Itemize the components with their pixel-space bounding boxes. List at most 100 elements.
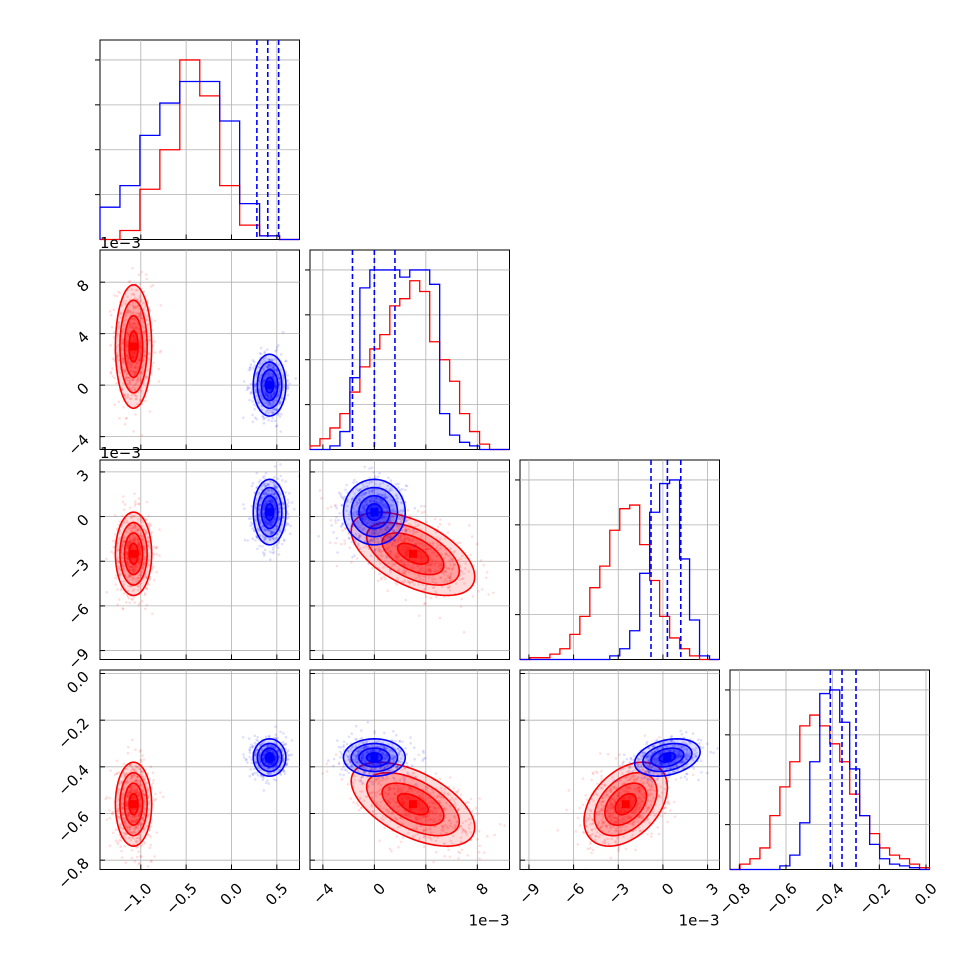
sample-point (131, 325, 135, 329)
sample-point (132, 538, 136, 542)
sample-point (265, 521, 269, 525)
sample-point (272, 365, 275, 368)
sample-point (148, 547, 152, 550)
sample-point (134, 502, 137, 506)
sample-point (131, 304, 135, 307)
panel-border (99, 249, 300, 450)
sample-point (380, 578, 383, 581)
sample-point (460, 597, 464, 601)
sample-point (249, 517, 252, 520)
sample-point (263, 475, 266, 478)
sample-point (137, 327, 141, 331)
sample-point (138, 576, 141, 580)
sample-point (340, 503, 344, 507)
sample-point (134, 568, 137, 571)
sample-point (273, 544, 276, 548)
sample-point (274, 517, 277, 520)
sample-point (134, 370, 137, 374)
sample-point (268, 393, 272, 397)
sample-point (264, 393, 267, 397)
sample-point (276, 373, 280, 376)
sample-point (275, 424, 279, 428)
sample-point (269, 395, 273, 398)
sample-point (276, 543, 279, 547)
sample-point (264, 359, 267, 363)
sample-point (141, 567, 145, 570)
sample-point (129, 326, 133, 329)
sample-point (120, 311, 123, 315)
sample-point (266, 402, 269, 405)
sample-point (133, 371, 136, 374)
sample-point (126, 295, 129, 299)
sample-point (274, 386, 278, 390)
sample-point (149, 524, 153, 527)
sample-point (137, 543, 140, 547)
sample-point (266, 396, 270, 399)
sample-point (286, 379, 290, 383)
sample-point (274, 380, 277, 384)
sample-point (145, 587, 148, 591)
sample-point (127, 565, 131, 568)
sample-point (252, 366, 255, 370)
sample-point (148, 352, 151, 355)
sample-point (149, 843, 153, 847)
sample-point (264, 401, 268, 405)
sample-point (114, 576, 117, 580)
sample-point (126, 562, 130, 566)
sample-point (113, 294, 116, 297)
sample-point (136, 289, 139, 292)
sample-point (269, 523, 273, 527)
sample-point (261, 534, 265, 537)
sample-point (263, 505, 266, 509)
sample-point (277, 376, 281, 380)
sample-point (125, 554, 129, 558)
sample-point (492, 591, 495, 595)
sample-point (266, 499, 270, 502)
sample-point (131, 378, 134, 382)
sample-point (148, 309, 152, 312)
sample-point (264, 471, 268, 475)
sample-point (121, 328, 125, 331)
sample-point (277, 502, 281, 506)
sample-point (264, 364, 267, 368)
sample-point (254, 385, 257, 388)
sample-point (404, 529, 408, 532)
sample-point (242, 416, 245, 420)
sample-point (131, 378, 135, 381)
sample-point (131, 323, 135, 327)
sample-point (112, 539, 115, 543)
sample-point (105, 795, 109, 799)
sample-point (125, 416, 128, 420)
sample-point (132, 306, 136, 310)
sample-point (119, 312, 123, 316)
sample-point (269, 524, 272, 527)
sample-point (250, 521, 253, 524)
sample-point (134, 394, 137, 398)
sample-point (136, 402, 139, 406)
sample-point (138, 544, 141, 547)
sample-point (274, 504, 277, 508)
sample-point (267, 393, 270, 397)
sample-point (151, 283, 155, 287)
sample-point (269, 364, 272, 368)
sample-point (264, 484, 268, 488)
sample-point (142, 363, 146, 367)
sample-point (133, 293, 136, 297)
sample-point (267, 522, 270, 525)
sample-point (131, 578, 135, 581)
sample-point (265, 365, 269, 369)
sample-point (125, 562, 129, 565)
sample-point (142, 538, 145, 541)
sample-point (139, 345, 142, 348)
sample-point (136, 528, 139, 532)
sample-point (277, 393, 280, 397)
sample-point (130, 848, 134, 852)
sample-point (277, 517, 281, 521)
sample-point (272, 520, 276, 523)
sample-point (128, 464, 131, 467)
sample-point (269, 393, 273, 396)
sample-point (288, 491, 291, 495)
sample-point (270, 530, 273, 534)
sample-point (105, 590, 108, 594)
sample-point (126, 751, 130, 755)
